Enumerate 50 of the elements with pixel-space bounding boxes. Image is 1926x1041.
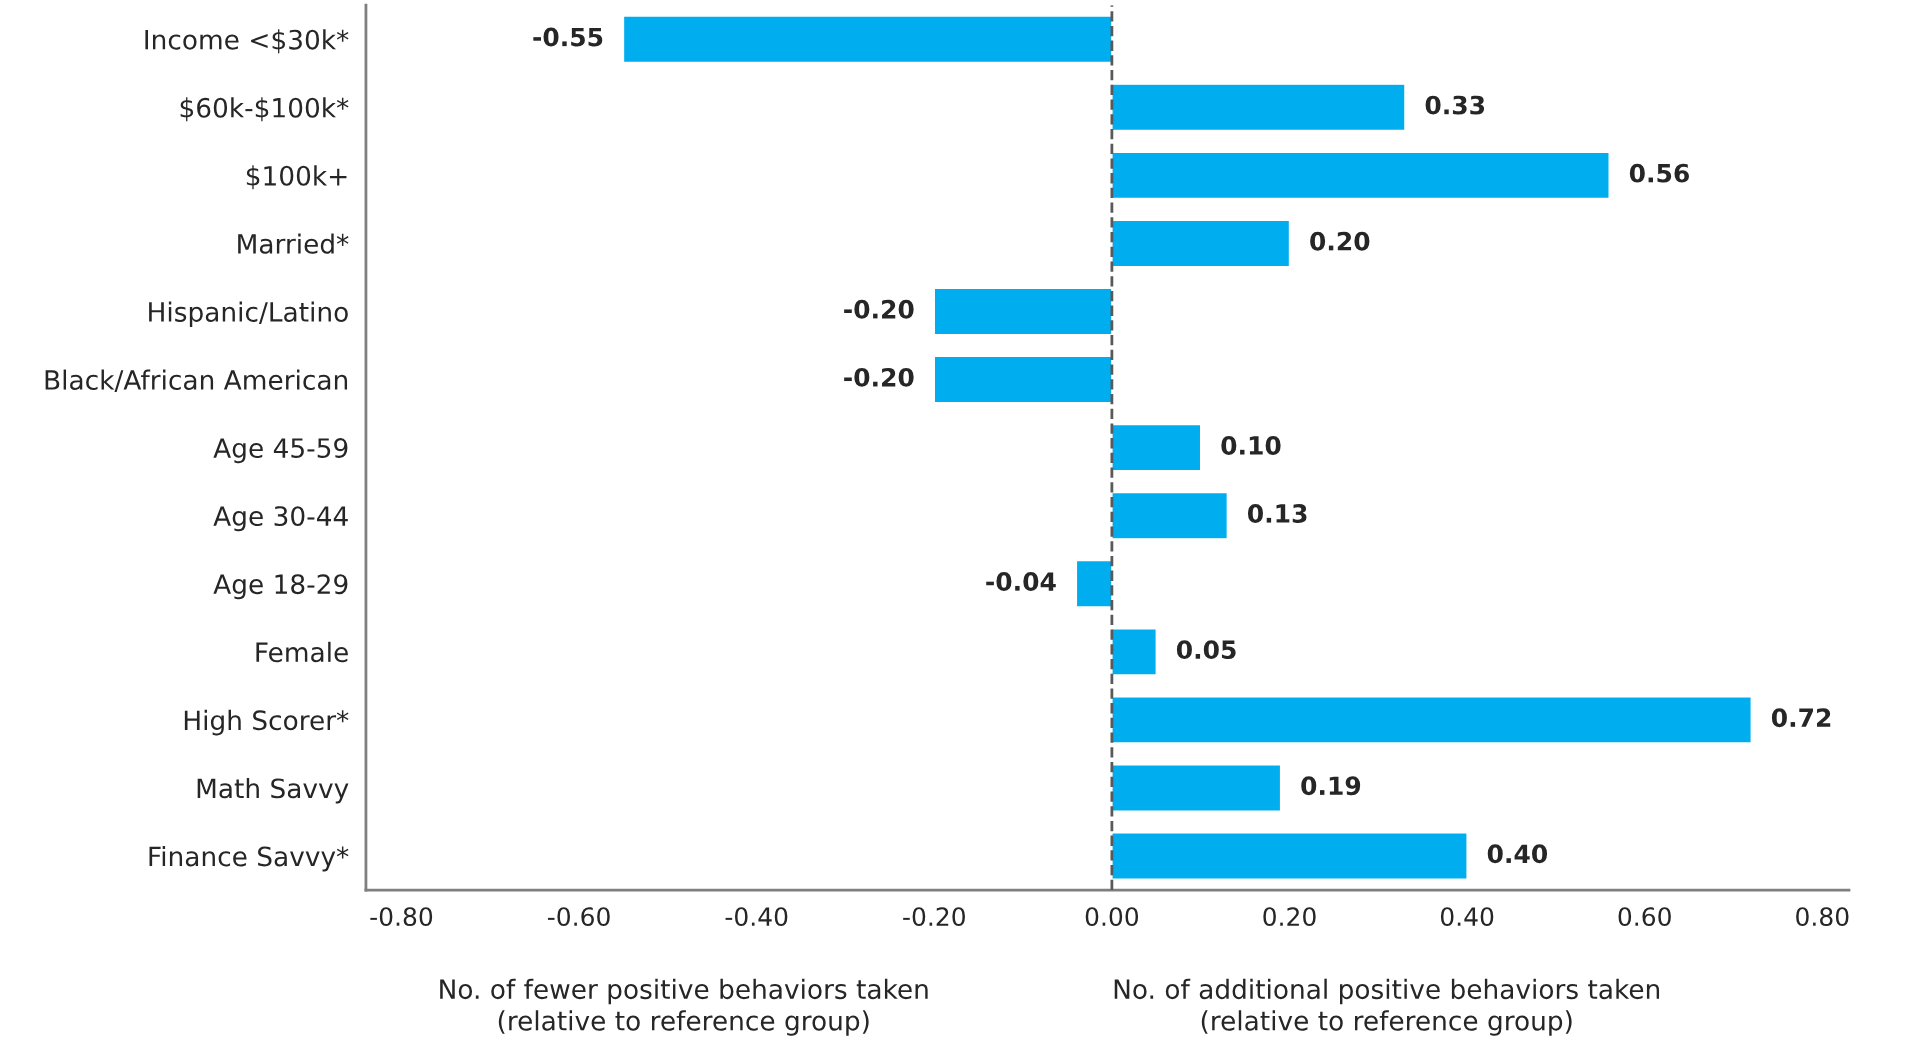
bar bbox=[1111, 83, 1406, 132]
bar bbox=[933, 287, 1113, 336]
bar bbox=[1075, 559, 1113, 608]
text: No. of fewer positive behaviors taken (relative to reference group) bbox=[440, 978, 928, 1036]
y-tick-label: Female bbox=[256, 641, 348, 663]
x-tick-label: -0.80 bbox=[370, 907, 433, 927]
bar bbox=[1111, 832, 1468, 880]
x-tick-label: -0.20 bbox=[903, 907, 965, 927]
bar bbox=[1111, 696, 1752, 744]
y-tick-label: Math Savvy bbox=[197, 777, 349, 804]
data-label: -0.20 bbox=[844, 367, 914, 387]
x-tick-label: 0.60 bbox=[1618, 907, 1671, 927]
data-label: 0.72 bbox=[1771, 708, 1831, 728]
data-label: -0.20 bbox=[844, 299, 914, 319]
y-tick-label: Age 18-29 bbox=[213, 574, 348, 600]
text: No. of additional positive behaviors taken (relative to reference group) bbox=[1114, 978, 1660, 1036]
bar bbox=[933, 355, 1113, 404]
y-tick-label: Age 30-44 bbox=[213, 506, 348, 532]
y-tick-label: $100k+ bbox=[246, 165, 347, 190]
bar bbox=[1111, 627, 1157, 676]
data-label: 0.56 bbox=[1629, 163, 1689, 183]
data-label: 0.05 bbox=[1176, 640, 1236, 660]
bar bbox=[1111, 151, 1610, 200]
data-label: 0.33 bbox=[1425, 95, 1485, 115]
data-label: -0.55 bbox=[533, 27, 603, 47]
y-tick-label: Black/African American bbox=[45, 369, 348, 393]
data-label: 0.40 bbox=[1487, 844, 1548, 864]
x-tick-label: 0.80 bbox=[1796, 907, 1849, 927]
data-label: 0.19 bbox=[1301, 776, 1361, 796]
y-tick-label: Income <$30k* bbox=[145, 29, 349, 54]
data-label: -0.04 bbox=[986, 572, 1056, 592]
y-tick-label: Finance Savvy* bbox=[149, 846, 349, 872]
x-tick-label: -0.60 bbox=[547, 907, 610, 927]
y-tick-label: Married* bbox=[238, 233, 349, 254]
y-tick-label: $60k-$100k* bbox=[180, 97, 349, 122]
y-tick-label: Age 45-59 bbox=[213, 438, 348, 464]
data-label: 0.10 bbox=[1221, 435, 1281, 455]
data-label: 0.20 bbox=[1310, 231, 1370, 251]
data-label: 0.13 bbox=[1247, 504, 1307, 523]
x-tick-label: 0.00 bbox=[1085, 907, 1139, 927]
x-tick-label: 0.20 bbox=[1263, 907, 1316, 927]
y-tick-label: High Scorer* bbox=[184, 709, 349, 736]
bar bbox=[1111, 764, 1282, 812]
bar bbox=[1111, 491, 1229, 540]
y-tick-label: Hispanic/Latino bbox=[149, 301, 348, 328]
x-tick-label: 0.40 bbox=[1440, 907, 1494, 927]
bar bbox=[1111, 219, 1291, 268]
bar bbox=[622, 15, 1113, 64]
x-tick-label: -0.40 bbox=[725, 907, 788, 927]
bar bbox=[1111, 423, 1202, 472]
